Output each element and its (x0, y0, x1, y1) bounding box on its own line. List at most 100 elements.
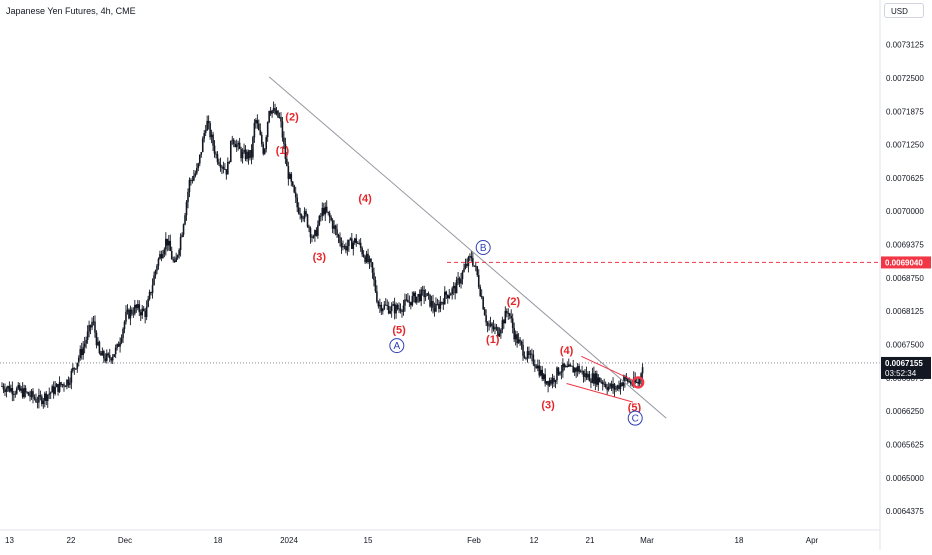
candle-body (596, 373, 598, 385)
candle-body (340, 242, 343, 248)
candle-body (314, 230, 316, 237)
candle-body (446, 294, 449, 299)
candle-body (387, 305, 390, 314)
candle-body (472, 258, 474, 266)
candle-body (1, 386, 3, 387)
candle-body (262, 144, 265, 154)
candle-body (619, 383, 622, 390)
candle-body (244, 149, 247, 160)
wave-label: (3) (313, 252, 327, 264)
candle-body (550, 380, 552, 384)
candle-body (426, 293, 428, 296)
candle-body (551, 378, 554, 384)
candle-body (132, 313, 135, 315)
y-tick-label: 0.0066250 (886, 407, 924, 416)
candle-body (219, 164, 222, 168)
candle-body (616, 385, 619, 389)
candle-body (265, 137, 268, 150)
candle-body (609, 383, 611, 387)
candle-body (281, 121, 284, 138)
candle-body (24, 388, 27, 393)
candle-body (330, 217, 332, 221)
candle-body (498, 333, 501, 337)
candle-body (305, 211, 307, 215)
candle-body (476, 266, 479, 276)
candle-body (386, 305, 389, 307)
resistance-price-label: 0.0069040 (885, 258, 923, 267)
candle-body (402, 305, 405, 312)
candle-body (234, 143, 237, 148)
candle-body (500, 329, 502, 334)
candle-body (370, 258, 372, 263)
candle-body (108, 355, 111, 359)
candle-body (129, 309, 132, 319)
last-price-tag (881, 356, 931, 379)
candle-body (297, 207, 300, 214)
candle-body (415, 296, 418, 303)
candle-body (528, 351, 530, 355)
candle-body (483, 309, 486, 316)
candle-body (141, 308, 144, 316)
candle-body (355, 238, 358, 244)
candle-body (582, 370, 585, 377)
candle-body (4, 389, 6, 392)
wave-label: (1) (276, 145, 290, 157)
candle-body (291, 181, 294, 186)
candle-body (485, 315, 487, 323)
candle-body (567, 364, 570, 367)
candle-body (569, 364, 572, 366)
candle-body (420, 289, 422, 302)
candle-body (135, 304, 138, 308)
candle-body (271, 110, 273, 114)
candle-body (139, 312, 142, 316)
candle-body (346, 246, 349, 251)
candle-body (486, 322, 489, 326)
candle-body (328, 213, 331, 218)
candle-body (610, 383, 613, 389)
currency-button[interactable]: USD (884, 3, 924, 18)
candle-body (280, 117, 282, 122)
breakout-marker (631, 376, 645, 389)
candle-body (172, 259, 175, 261)
x-tick-label: 18 (214, 536, 223, 545)
candle-body (123, 321, 126, 329)
y-tick-label: 0.0065625 (886, 441, 924, 450)
candle-body (482, 297, 484, 310)
candle-body (272, 108, 275, 111)
candle-body (46, 394, 49, 402)
candle-body (638, 378, 641, 384)
candle-body (194, 173, 197, 176)
wave-label: (5) (392, 325, 406, 337)
candle-body (635, 381, 638, 383)
candle-body (640, 373, 642, 379)
candle-body (408, 301, 411, 303)
candle-body (427, 293, 430, 295)
candle-body (448, 295, 451, 299)
candle-body (424, 295, 427, 298)
candle-body (469, 256, 471, 258)
candle-body (349, 238, 352, 240)
candle-body (327, 211, 329, 214)
candle-body (491, 323, 493, 327)
candle-body (77, 357, 80, 363)
candle-body (613, 384, 616, 390)
candle-body (376, 291, 378, 302)
candle-body (565, 366, 567, 368)
candle-body (572, 366, 575, 373)
candle-body (637, 381, 639, 384)
candle-body (306, 214, 309, 227)
candle-body (584, 373, 586, 377)
candle-body (204, 130, 207, 134)
candle-body (479, 286, 482, 296)
candle-body (266, 122, 269, 138)
candle-body (200, 152, 203, 155)
candle-body (473, 265, 476, 267)
candle-body (150, 292, 152, 293)
candle-body (618, 385, 620, 390)
candle-body (300, 214, 303, 219)
candle-body (497, 327, 499, 337)
candle-body (30, 391, 33, 397)
candle-body (184, 215, 186, 225)
